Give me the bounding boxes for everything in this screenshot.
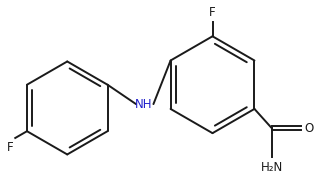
Text: NH: NH [135, 98, 152, 111]
Text: F: F [7, 141, 13, 154]
Text: O: O [305, 122, 314, 135]
Text: F: F [209, 6, 216, 19]
Text: H₂N: H₂N [261, 161, 283, 174]
